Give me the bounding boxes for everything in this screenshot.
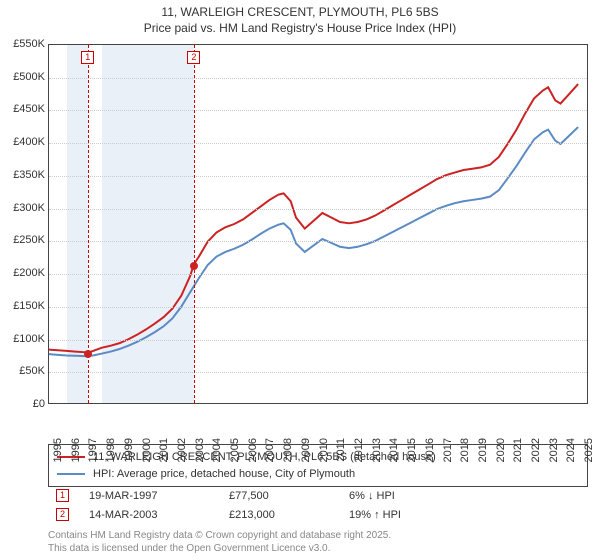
chart-container: 11, WARLEIGH CRESCENT, PLYMOUTH, PL6 5BS… <box>0 0 600 560</box>
sale-date: 19-MAR-1997 <box>89 490 209 502</box>
x-tick-label: 2009 <box>300 438 312 462</box>
y-tick-label: £250K <box>1 234 45 246</box>
plot-area: 12 <box>48 44 588 404</box>
y-tick-label: £300K <box>1 202 45 214</box>
sale-marker-1: 1 <box>56 489 69 502</box>
x-tick-label: 1995 <box>52 438 64 462</box>
y-tick-label: £200K <box>1 267 45 279</box>
sale-delta: 19% ↑ HPI <box>349 509 469 521</box>
sale-dot-2 <box>190 262 198 270</box>
line-layer <box>49 45 587 403</box>
legend-label-hpi: HPI: Average price, detached house, City… <box>93 466 355 483</box>
sale-date: 14-MAR-2003 <box>89 509 209 521</box>
x-tick-label: 2001 <box>158 438 170 462</box>
y-tick-label: £350K <box>1 169 45 181</box>
x-tick-label: 2011 <box>335 438 347 462</box>
x-tick-label: 2019 <box>477 438 489 462</box>
y-tick-label: £500K <box>1 71 45 83</box>
x-tick-label: 1997 <box>87 438 99 462</box>
y-tick-label: £0 <box>1 398 45 410</box>
sale-row: 1 19-MAR-1997 £77,500 6% ↓ HPI <box>48 486 588 505</box>
sale-marker-2: 2 <box>56 508 69 521</box>
footer-line-1: Contains HM Land Registry data © Crown c… <box>48 530 391 541</box>
sale-row: 2 14-MAR-2003 £213,000 19% ↑ HPI <box>48 505 588 524</box>
legend-swatch-hpi <box>57 473 85 475</box>
footer-attribution: Contains HM Land Registry data © Crown c… <box>48 530 588 555</box>
y-tick-label: £100K <box>1 333 45 345</box>
x-tick-label: 2004 <box>211 438 223 462</box>
y-tick-label: £150K <box>1 300 45 312</box>
x-tick-label: 2023 <box>548 438 560 462</box>
x-tick-label: 2024 <box>565 438 577 462</box>
x-tick-label: 2002 <box>176 438 188 462</box>
y-tick-label: £400K <box>1 136 45 148</box>
x-tick-label: 1998 <box>105 438 117 462</box>
x-tick-label: 2025 <box>583 438 595 462</box>
x-tick-label: 2000 <box>141 438 153 462</box>
sale-delta: 6% ↓ HPI <box>349 490 469 502</box>
legend-row-hpi: HPI: Average price, detached house, City… <box>57 466 579 483</box>
chart-title: 11, WARLEIGH CRESCENT, PLYMOUTH, PL6 5BS… <box>0 0 600 36</box>
x-tick-label: 2016 <box>424 438 436 462</box>
x-tick-label: 2005 <box>229 438 241 462</box>
x-tick-label: 2018 <box>459 438 471 462</box>
x-tick-label: 2010 <box>318 438 330 462</box>
x-tick-label: 2003 <box>194 438 206 462</box>
y-tick-label: £50K <box>1 365 45 377</box>
x-tick-label: 1999 <box>123 438 135 462</box>
x-tick-label: 2017 <box>442 438 454 462</box>
x-tick-label: 2006 <box>247 438 259 462</box>
x-tick-label: 2014 <box>388 438 400 462</box>
series-price_paid <box>49 84 578 353</box>
title-line-1: 11, WARLEIGH CRESCENT, PLYMOUTH, PL6 5BS <box>161 5 438 19</box>
x-tick-label: 2020 <box>495 438 507 462</box>
x-tick-label: 1996 <box>70 438 82 462</box>
sales-table: 1 19-MAR-1997 £77,500 6% ↓ HPI 2 14-MAR-… <box>48 486 588 524</box>
x-tick-label: 2021 <box>512 438 524 462</box>
title-line-2: Price paid vs. HM Land Registry's House … <box>144 21 456 35</box>
sale-price: £213,000 <box>229 509 329 521</box>
y-tick-label: £550K <box>1 38 45 50</box>
x-tick-label: 2015 <box>406 438 418 462</box>
sale-marker-2: 2 <box>187 51 200 64</box>
x-tick-label: 2008 <box>282 438 294 462</box>
sale-price: £77,500 <box>229 490 329 502</box>
sale-marker-1: 1 <box>81 51 94 64</box>
x-tick-label: 2012 <box>353 438 365 462</box>
x-tick-label: 2013 <box>371 438 383 462</box>
sale-dot-1 <box>84 350 92 358</box>
x-tick-label: 2022 <box>530 438 542 462</box>
footer-line-2: This data is licensed under the Open Gov… <box>48 543 330 554</box>
x-tick-label: 2007 <box>264 438 276 462</box>
y-tick-label: £450K <box>1 103 45 115</box>
